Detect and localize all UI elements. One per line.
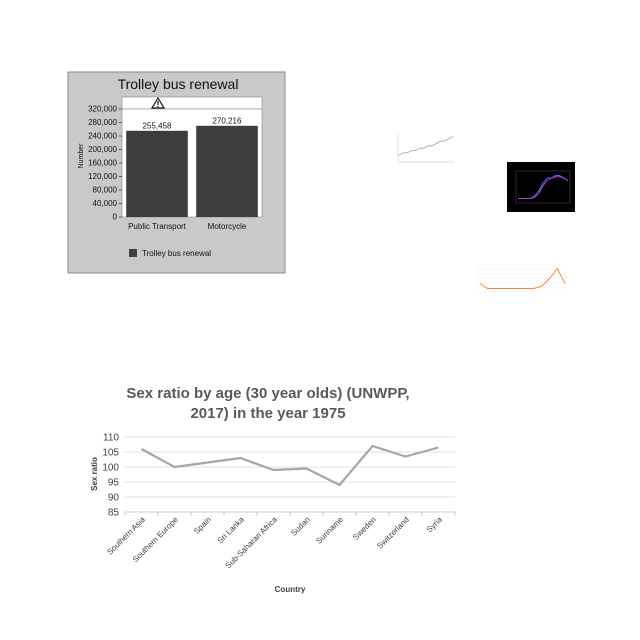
y-tick-label: 240,000 xyxy=(88,132,117,141)
x-tick-label-sudan: Sudan xyxy=(289,515,312,538)
bar-motorcycle xyxy=(196,125,258,217)
sex-ratio-series-line xyxy=(140,444,439,487)
y-tick-label: 320,000 xyxy=(88,105,117,114)
thumbnail-line-chart-1 xyxy=(390,126,456,168)
thumbnail-1-bg xyxy=(390,126,456,168)
sex-ratio-title-line-2: 2017) in the year 1975 xyxy=(190,405,345,422)
thumbnail-2-series-2 xyxy=(518,176,569,199)
x-tick-label: Motorcycle xyxy=(208,222,247,231)
y-tick-label: 90 xyxy=(108,493,120,504)
trolley-bus-chart: Trolley bus renewal 0 40,000 80,000 120,000… xyxy=(67,71,286,274)
sex-ratio-y-ticks: 85 90 95 100 105 110 xyxy=(102,433,119,519)
trolley-bus-legend: Trolley bus renewal xyxy=(129,249,211,258)
thumbnail-3-series xyxy=(479,267,566,289)
trolley-bus-y-axis: 0 40,000 80,000 120,000 160,000 200,000 240,00… xyxy=(88,105,122,222)
thumbnail-3-grid xyxy=(477,264,567,293)
x-tick-label-spain: Spain xyxy=(192,515,213,536)
x-tick-label-sri-lanka: Sri Lanka xyxy=(216,515,247,546)
x-tick-label-sweden: Sweden xyxy=(351,515,378,542)
x-tick-label-suriname: Suriname xyxy=(314,515,345,546)
trolley-bus-x-labels: Public Transport Motorcycle xyxy=(128,222,247,231)
y-tick-label: 0 xyxy=(113,213,118,222)
y-tick-label: 80,000 xyxy=(93,186,118,195)
y-tick-label: 100 xyxy=(102,463,119,474)
sex-ratio-chart: Sex ratio by age (30 year olds) (UNWPP, … xyxy=(90,385,456,594)
y-tick-label: 40,000 xyxy=(93,199,118,208)
y-tick-label: 280,000 xyxy=(88,118,117,127)
sex-ratio-gridlines xyxy=(125,436,455,513)
trolley-bus-title: Trolley bus renewal xyxy=(118,76,239,92)
legend-label: Trolley bus renewal xyxy=(142,249,211,258)
thumbnail-line-chart-3 xyxy=(470,248,570,306)
sex-ratio-x-label: Country xyxy=(275,585,306,594)
legend-swatch xyxy=(129,249,137,257)
y-tick-label: 120,000 xyxy=(88,172,117,181)
sex-ratio-y-label: Sex ratio xyxy=(90,457,99,491)
x-tick-label-switzerland: Switzerland xyxy=(375,515,411,551)
trolley-bus-y-label: Number xyxy=(78,143,85,169)
bar-value-label: 255,458 xyxy=(143,121,172,130)
y-tick-label: 160,000 xyxy=(88,159,117,168)
trolley-bus-bars: 255,458 270,216 xyxy=(126,116,258,217)
x-tick-label: Public Transport xyxy=(128,222,187,231)
thumbnail-1-series xyxy=(398,136,454,156)
sex-ratio-title-line-1: Sex ratio by age (30 year olds) (UNWPP, xyxy=(126,385,409,402)
thumbnail-3-bg xyxy=(470,248,570,306)
y-tick-label: 95 xyxy=(108,478,120,489)
bar-public-transport xyxy=(126,130,188,217)
thumbnail-line-chart-2 xyxy=(507,162,575,212)
y-tick-label: 200,000 xyxy=(88,145,117,154)
y-tick-label: 110 xyxy=(103,433,119,444)
x-tick-label-syria: Syria xyxy=(425,515,445,535)
y-tick-label: 105 xyxy=(102,448,119,459)
y-tick-label: 85 xyxy=(108,508,120,519)
warning-icon xyxy=(150,96,166,109)
bar-value-label: 270,216 xyxy=(213,116,242,125)
warning-strip xyxy=(121,96,263,110)
